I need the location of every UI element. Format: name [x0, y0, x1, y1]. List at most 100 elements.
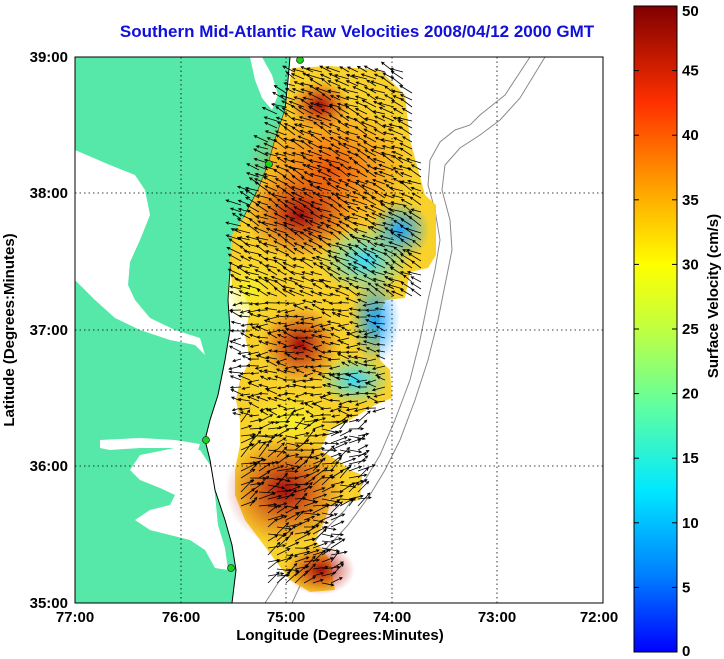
- velocity-arrow: [354, 285, 368, 290]
- velocity-arrow: [310, 290, 323, 297]
- velocity-arrow: [308, 220, 323, 227]
- velocity-arrow: [339, 414, 351, 423]
- velocity-arrow: [255, 145, 269, 150]
- velocity-arrow: [282, 244, 296, 255]
- velocity-arrow: [345, 96, 359, 101]
- velocity-arrow: [328, 114, 341, 122]
- velocity-arrow: [362, 134, 377, 143]
- velocity-arrow: [229, 285, 242, 290]
- velocity-arrow: [293, 365, 305, 370]
- velocity-arrow: [258, 443, 270, 458]
- velocity-arrow: [320, 136, 332, 143]
- velocity-arrow: [284, 200, 296, 206]
- velocity-arrow: [353, 118, 368, 129]
- velocity-arrow: [238, 264, 251, 269]
- velocity-arrow: [275, 301, 287, 305]
- velocity-arrow: [334, 150, 350, 157]
- velocity-arrow: [276, 419, 291, 424]
- velocity-arrow: [315, 102, 332, 108]
- velocity-arrow: [276, 309, 287, 313]
- velocity-arrow: [339, 66, 350, 73]
- velocity-arrow: [375, 314, 386, 318]
- velocity-arrow: [393, 246, 404, 255]
- velocity-arrow: [380, 138, 395, 143]
- velocity-arrow: [319, 221, 332, 227]
- velocity-arrow: [399, 147, 413, 157]
- velocity-arrow: [378, 163, 395, 171]
- velocity-arrow: [308, 159, 323, 164]
- velocity-arrow: [407, 179, 422, 185]
- velocity-arrow: [329, 137, 341, 143]
- velocity-arrow: [393, 137, 404, 143]
- velocity-arrow: [327, 80, 341, 87]
- velocity-arrow: [265, 264, 278, 269]
- velocity-arrow: [315, 87, 332, 94]
- velocity-arrow: [319, 262, 332, 269]
- velocity-arrow: [379, 199, 395, 206]
- velocity-arrow: [282, 378, 295, 382]
- velocity-arrow: [355, 112, 368, 122]
- velocity-arrow: [399, 271, 413, 276]
- velocity-arrow: [357, 370, 368, 374]
- velocity-arrow: [333, 74, 350, 80]
- velocity-arrow: [292, 383, 305, 388]
- velocity-arrow: [291, 175, 305, 185]
- velocity-arrow: [321, 533, 334, 538]
- velocity-arrow: [309, 78, 323, 87]
- velocity-arrow: [328, 73, 341, 80]
- velocity-arrow: [306, 227, 323, 234]
- colorbar-tick-label: 5: [682, 579, 690, 596]
- velocity-arrow: [320, 77, 332, 87]
- velocity-arrow: [275, 314, 287, 318]
- radar-site-marker: [296, 57, 304, 64]
- velocity-arrow: [382, 124, 395, 129]
- velocity-arrow: [362, 340, 377, 346]
- velocity-arrow: [234, 228, 251, 234]
- velocity-arrow: [249, 344, 260, 348]
- colorbar-gradient: [633, 5, 678, 653]
- velocity-arrow: [299, 214, 314, 220]
- velocity-arrow: [239, 371, 251, 376]
- velocity-arrow: [353, 228, 368, 234]
- velocity-arrow: [365, 406, 377, 410]
- velocity-arrow: [246, 395, 260, 402]
- velocity-arrow: [355, 400, 368, 406]
- velocity-arrow: [303, 515, 316, 521]
- velocity-arrow: [373, 172, 386, 178]
- velocity-arrow: [366, 370, 377, 375]
- velocity-arrow: [361, 99, 377, 108]
- velocity-arrow: [310, 323, 323, 329]
- velocity-arrow: [308, 85, 323, 94]
- velocity-arrow: [402, 274, 413, 283]
- x-axis: 77:00 76:00 75:00 74:00 73:00 72:00 Long…: [56, 609, 618, 644]
- velocity-arrow: [321, 311, 332, 318]
- velocity-arrow: [410, 233, 422, 241]
- velocity-arrow: [330, 577, 343, 584]
- velocity-arrow: [392, 155, 404, 164]
- velocity-arrow: [356, 292, 368, 297]
- velocity-arrow: [284, 365, 296, 370]
- velocity-arrow: [275, 134, 287, 143]
- velocity-arrow: [335, 223, 350, 234]
- velocity-arrow: [264, 122, 278, 129]
- velocity-arrow: [335, 95, 350, 101]
- velocity-arrow: [263, 173, 278, 178]
- velocity-arrow: [294, 393, 305, 398]
- velocity-arrow: [303, 456, 320, 460]
- velocity-arrow: [249, 482, 262, 486]
- velocity-arrow: [304, 219, 314, 227]
- velocity-arrow: [301, 257, 314, 262]
- velocity-arrow: [248, 264, 260, 269]
- velocity-arrow: [240, 500, 256, 507]
- velocity-arrow: [348, 282, 359, 290]
- velocity-arrow: [328, 365, 341, 370]
- velocity-arrow: [294, 439, 310, 451]
- velocity-arrow: [371, 386, 386, 392]
- velocity-arrow: [303, 428, 316, 444]
- velocity-arrow: [230, 273, 242, 283]
- velocity-arrow: [236, 236, 251, 248]
- velocity-arrow: [348, 494, 364, 500]
- velocity-arrow: [288, 289, 305, 297]
- velocity-arrow: [292, 264, 305, 269]
- velocity-arrow: [399, 84, 413, 94]
